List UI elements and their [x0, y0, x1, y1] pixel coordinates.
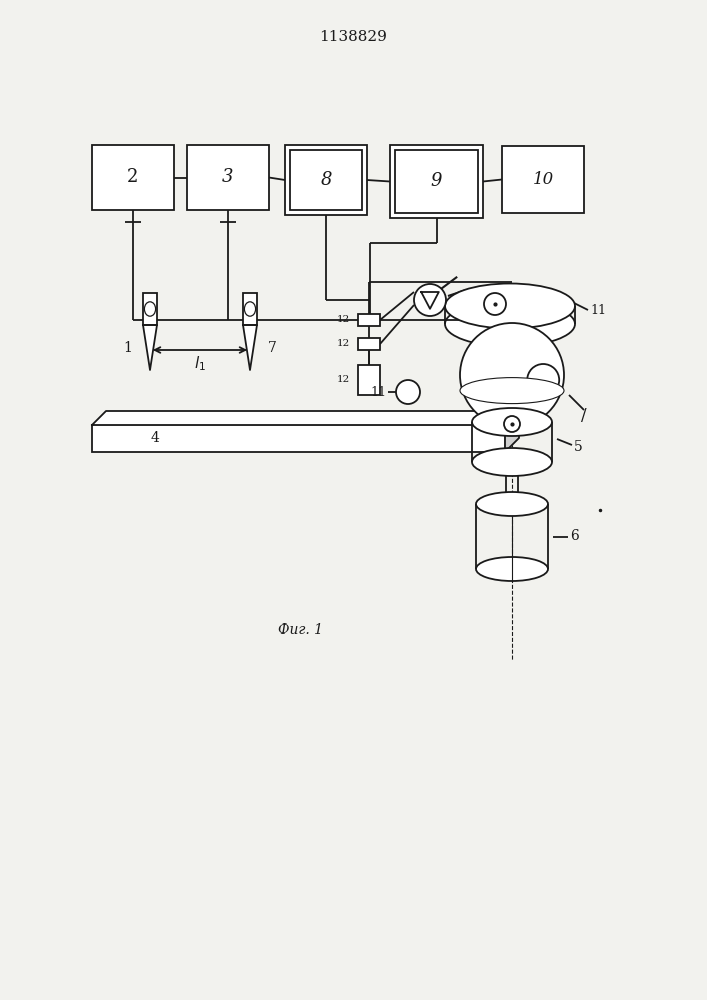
Polygon shape: [243, 325, 257, 370]
Bar: [502, 146, 584, 213]
Bar: [358, 338, 380, 350]
Text: 1138829: 1138829: [319, 30, 387, 44]
Bar: [395, 150, 478, 213]
Polygon shape: [505, 411, 519, 452]
Bar: [390, 145, 483, 218]
Ellipse shape: [460, 378, 564, 404]
Ellipse shape: [476, 557, 548, 581]
Bar: [285, 145, 367, 215]
Text: 12: 12: [337, 316, 350, 324]
Bar: [290, 150, 362, 210]
Text: 3: 3: [222, 168, 234, 186]
Text: 12: 12: [337, 375, 350, 384]
Ellipse shape: [445, 284, 575, 328]
Text: /: /: [581, 406, 587, 424]
Text: 10: 10: [532, 171, 554, 188]
Bar: [92, 145, 174, 210]
Text: 8: 8: [320, 171, 332, 189]
Circle shape: [527, 364, 559, 396]
Text: 5: 5: [574, 440, 583, 454]
Circle shape: [504, 416, 520, 432]
Text: 11: 11: [590, 304, 606, 316]
Ellipse shape: [476, 492, 548, 516]
Text: 12: 12: [337, 340, 350, 349]
Bar: [143, 293, 157, 325]
Ellipse shape: [445, 302, 575, 347]
Bar: [187, 145, 269, 210]
Bar: [92, 425, 505, 452]
Polygon shape: [92, 411, 519, 425]
Ellipse shape: [472, 408, 552, 436]
Circle shape: [414, 284, 446, 316]
Circle shape: [460, 323, 564, 427]
Ellipse shape: [144, 302, 156, 316]
Text: 7: 7: [267, 340, 276, 355]
Text: 11: 11: [370, 385, 386, 398]
Text: Фиг. 1: Фиг. 1: [278, 623, 322, 637]
Text: 4: 4: [151, 432, 160, 446]
Text: 6: 6: [570, 530, 579, 544]
Text: 1: 1: [124, 340, 132, 355]
Text: 9: 9: [431, 172, 443, 190]
Circle shape: [396, 380, 420, 404]
Bar: [358, 365, 380, 395]
Ellipse shape: [472, 448, 552, 476]
Circle shape: [484, 293, 506, 315]
Ellipse shape: [245, 302, 256, 316]
Text: 2: 2: [127, 168, 139, 186]
Bar: [358, 314, 380, 326]
Text: $l_1$: $l_1$: [194, 355, 206, 373]
Polygon shape: [143, 325, 157, 370]
Bar: [243, 293, 257, 325]
